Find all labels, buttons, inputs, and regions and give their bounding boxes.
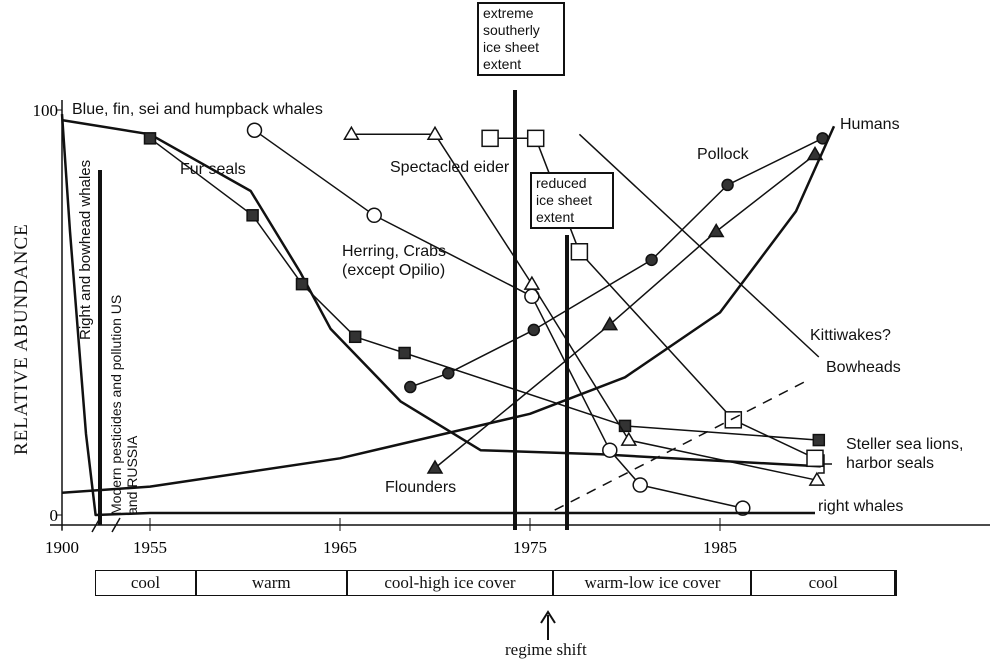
x-tick-label: 1955	[133, 538, 167, 557]
marker	[601, 316, 619, 331]
annotation: reduced ice sheet extent	[530, 172, 614, 229]
series-line	[149, 137, 819, 441]
series-line	[554, 380, 806, 511]
marker	[523, 275, 541, 290]
annotation: right whales	[818, 498, 904, 515]
marker	[481, 129, 499, 148]
marker	[724, 411, 743, 429]
marker	[721, 178, 734, 192]
y-label: RELATIVE ABUNDANCE	[11, 223, 32, 455]
marker	[806, 146, 824, 161]
regime-arrow	[540, 610, 556, 640]
axis-break	[111, 517, 121, 533]
series-label: Flounders	[385, 479, 457, 496]
marker	[602, 442, 618, 458]
marker	[806, 449, 824, 468]
series-label: Spectacled eider	[390, 159, 510, 176]
marker	[246, 122, 263, 138]
marker	[707, 223, 725, 238]
y-tick-label: 0	[50, 506, 59, 525]
series-line	[434, 154, 816, 469]
marker	[343, 125, 360, 141]
series-line	[254, 129, 743, 509]
period: cool	[96, 571, 197, 595]
series-label: Herring, Crabs (except Opilio)	[342, 243, 447, 279]
series-line	[410, 137, 823, 388]
marker	[570, 243, 589, 261]
annotation: Modern pesticides and pollution US and R…	[108, 294, 140, 515]
marker	[246, 209, 259, 222]
series-label: Bowheads	[826, 359, 901, 376]
period: cool	[752, 571, 896, 595]
series-label: Pollock	[697, 146, 749, 163]
x-tick-label: 1975	[513, 538, 547, 557]
series-label: Steller sea lions, harbor seals	[846, 436, 964, 472]
marker	[632, 477, 648, 493]
series-label: Right and bowhead whales	[77, 159, 94, 340]
y-tick-label: 100	[33, 101, 59, 120]
annotation: extreme southerly ice sheet extent	[477, 2, 565, 76]
series-line	[61, 125, 836, 494]
x-tick-label: 1985	[703, 538, 737, 557]
period: warm-low ice cover	[554, 571, 753, 595]
marker	[526, 129, 545, 148]
series-line	[578, 133, 820, 358]
marker	[620, 431, 638, 446]
marker	[143, 132, 157, 145]
marker	[812, 433, 826, 447]
marker	[426, 125, 444, 141]
period: warm	[197, 571, 348, 595]
series-label: Fur seals	[180, 161, 246, 178]
period: cool-high ice cover	[348, 571, 555, 595]
series-label: Kittiwakes?	[810, 327, 891, 344]
marker	[348, 330, 362, 344]
marker	[398, 346, 411, 360]
x-tick-label: 1965	[323, 538, 357, 557]
marker	[735, 500, 751, 516]
marker	[527, 323, 541, 337]
marker	[404, 380, 417, 394]
period-bar: cool warm cool-high ice cover warm-low ice …	[95, 570, 897, 596]
marker	[442, 367, 455, 380]
series-label: Blue, fin, sei and humpback whales	[72, 101, 323, 118]
marker	[295, 277, 309, 291]
marker	[426, 459, 444, 474]
series-line	[60, 114, 815, 517]
x-tick-label: 1900	[45, 538, 79, 557]
annotation: regime shift	[505, 640, 587, 659]
marker	[808, 471, 826, 486]
marker	[618, 419, 632, 433]
marker	[366, 207, 382, 224]
series-label: Humans	[840, 116, 900, 133]
marker	[645, 253, 658, 267]
series-line	[61, 118, 821, 468]
